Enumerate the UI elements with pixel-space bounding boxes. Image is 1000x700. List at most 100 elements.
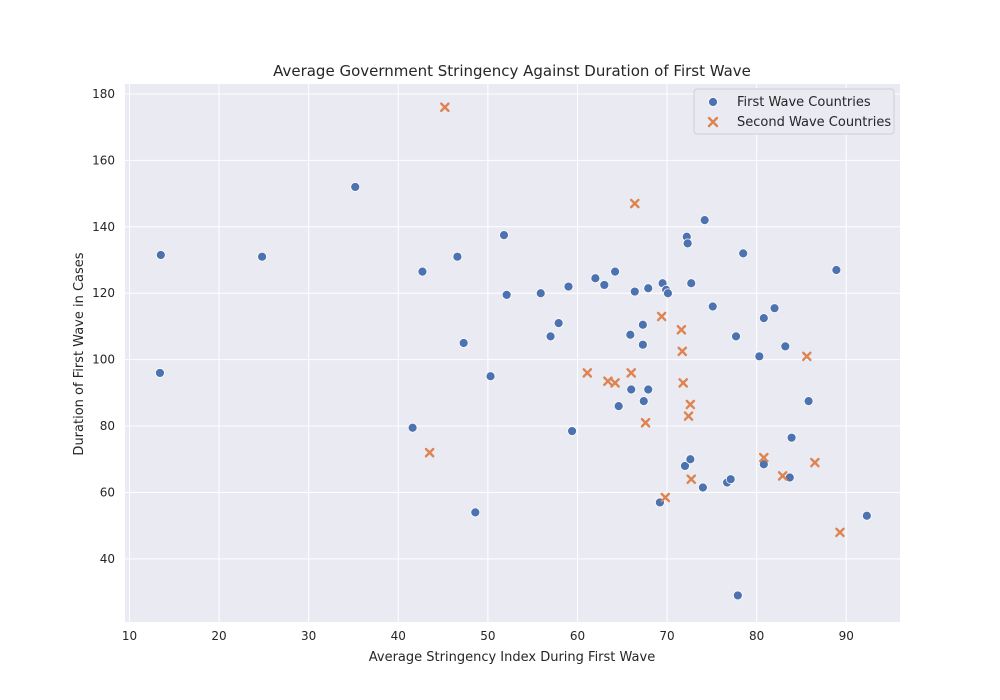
first-wave-point bbox=[485, 371, 496, 382]
first-wave-point bbox=[643, 283, 654, 294]
first-wave-point bbox=[613, 401, 624, 412]
y-tick-label: 120 bbox=[92, 286, 115, 300]
second-wave-point bbox=[685, 399, 696, 410]
first-wave-point bbox=[732, 590, 743, 601]
second-wave-point bbox=[677, 346, 688, 357]
first-wave-point bbox=[699, 215, 710, 226]
first-wave-point bbox=[754, 351, 765, 362]
x-tick-label: 20 bbox=[211, 629, 226, 643]
x-tick-label: 90 bbox=[839, 629, 854, 643]
first-wave-point bbox=[452, 251, 463, 262]
legend: First Wave Countries Second Wave Countri… bbox=[693, 88, 895, 135]
chart-title: Average Government Stringency Against Du… bbox=[273, 62, 751, 80]
second-wave-point bbox=[759, 452, 769, 463]
second-wave-point bbox=[777, 471, 788, 481]
legend-label-second-wave: Second Wave Countries bbox=[737, 115, 891, 130]
first-wave-point bbox=[629, 286, 640, 297]
x-tick-label: 40 bbox=[391, 629, 406, 643]
plot-background bbox=[125, 84, 900, 622]
first-wave-point bbox=[501, 289, 512, 300]
first-wave-point bbox=[663, 288, 673, 299]
y-tick-label: 40 bbox=[100, 552, 115, 566]
second-wave-point bbox=[610, 378, 620, 388]
x-tick-label: 30 bbox=[301, 629, 316, 643]
second-wave-point bbox=[686, 474, 697, 484]
y-axis-label: Duration of First Wave in Cases bbox=[72, 252, 87, 455]
first-wave-point bbox=[731, 331, 741, 342]
y-tick-label: 160 bbox=[92, 153, 115, 167]
second-wave-point bbox=[660, 492, 671, 503]
first-wave-point bbox=[407, 422, 418, 433]
first-wave-point bbox=[545, 331, 556, 342]
first-wave-point bbox=[682, 238, 693, 249]
first-wave-point bbox=[590, 273, 601, 284]
first-wave-point bbox=[707, 301, 718, 312]
x-tick-label: 50 bbox=[480, 629, 495, 643]
first-wave-point bbox=[567, 426, 577, 436]
first-wave-point bbox=[257, 251, 267, 262]
second-wave-point bbox=[626, 368, 637, 378]
first-wave-point bbox=[155, 250, 166, 260]
second-wave-point bbox=[810, 457, 820, 468]
second-wave-point bbox=[683, 411, 694, 421]
grid-lines bbox=[125, 84, 900, 622]
first-wave-point bbox=[626, 384, 637, 395]
first-wave-point bbox=[786, 432, 797, 443]
x-axis-label: Average Stringency Index During First Wa… bbox=[369, 650, 655, 665]
legend-marker-second-wave bbox=[707, 116, 719, 128]
first-wave-point bbox=[831, 265, 842, 275]
x-tick-label: 70 bbox=[659, 629, 674, 643]
y-tick-label: 80 bbox=[100, 419, 115, 433]
first-wave-point bbox=[725, 474, 736, 485]
second-wave-point bbox=[440, 102, 450, 113]
legend-marker-first-wave bbox=[708, 97, 718, 107]
x-tick-label: 10 bbox=[122, 629, 137, 643]
legend-label-first-wave: First Wave Countries bbox=[737, 95, 871, 110]
first-wave-point bbox=[470, 507, 481, 518]
y-tick-label: 60 bbox=[100, 485, 115, 499]
x-tick-label: 80 bbox=[749, 629, 764, 643]
second-wave-point bbox=[676, 324, 687, 335]
second-wave-point bbox=[835, 527, 845, 538]
second-wave-point bbox=[603, 376, 613, 387]
first-wave-point bbox=[535, 288, 546, 299]
first-wave-point bbox=[643, 384, 654, 395]
first-wave-point bbox=[686, 278, 697, 289]
second-wave-point bbox=[582, 368, 593, 378]
second-wave-point bbox=[678, 378, 688, 388]
first-wave-point bbox=[769, 303, 780, 314]
first-wave-point bbox=[784, 472, 795, 483]
second-wave-point bbox=[424, 447, 435, 458]
legend-box bbox=[693, 88, 895, 135]
first-wave-point bbox=[625, 329, 636, 340]
second-wave-point bbox=[640, 417, 651, 428]
first-wave-point bbox=[637, 319, 648, 330]
first-wave-point bbox=[803, 396, 814, 407]
first-wave-point bbox=[758, 313, 769, 324]
first-wave-point bbox=[417, 266, 428, 277]
first-wave-point bbox=[599, 280, 610, 290]
first-wave-point bbox=[610, 266, 620, 277]
first-wave-point bbox=[563, 281, 574, 292]
first-wave-point bbox=[637, 339, 648, 350]
second-wave-point bbox=[656, 311, 667, 322]
second-wave-point bbox=[629, 198, 640, 209]
first-wave-point bbox=[499, 230, 509, 241]
first-wave-point bbox=[553, 318, 564, 329]
first-wave-point bbox=[680, 461, 690, 471]
first-wave-point bbox=[861, 510, 872, 521]
x-tick-label: 60 bbox=[570, 629, 585, 643]
first-wave-point bbox=[697, 482, 708, 493]
first-wave-point bbox=[685, 454, 696, 465]
y-tick-label: 180 bbox=[92, 87, 115, 101]
first-wave-point bbox=[780, 341, 791, 352]
data-points bbox=[155, 102, 872, 601]
first-wave-point bbox=[458, 338, 469, 348]
first-wave-point bbox=[758, 459, 769, 470]
first-wave-point bbox=[350, 182, 361, 192]
y-tick-label: 100 bbox=[92, 353, 115, 367]
first-wave-point bbox=[738, 248, 749, 259]
y-tick-label: 140 bbox=[92, 220, 115, 234]
first-wave-point bbox=[155, 368, 165, 378]
